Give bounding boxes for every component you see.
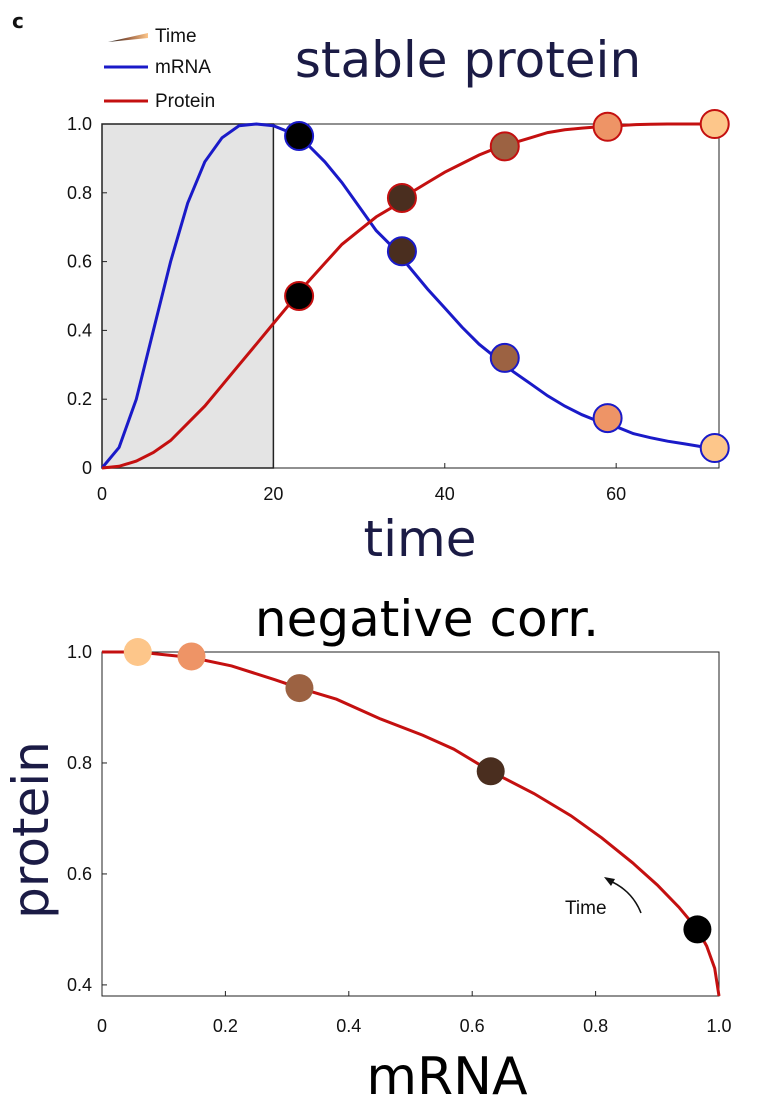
- time-annotation-text: Time: [565, 898, 607, 919]
- chart-top-x-axis: 0 20 40 60: [97, 463, 626, 504]
- chart-top-markers: [284, 109, 730, 464]
- marker-mrna: [489, 342, 520, 373]
- marker-protein: [386, 182, 417, 213]
- marker-mrna: [386, 236, 417, 267]
- chart-bottom-ylabel: protein: [2, 741, 60, 919]
- marker-point: [177, 642, 206, 671]
- chart-bottom-xlabel: mRNA: [366, 1047, 528, 1107]
- marker-protein: [489, 131, 520, 162]
- chart-bottom-y-axis: 0.4 0.6 0.8 1.0: [67, 642, 107, 995]
- marker-protein: [284, 281, 315, 311]
- x-tick-label: 0: [97, 1016, 107, 1036]
- marker-mrna: [699, 433, 730, 464]
- marker-protein: [699, 109, 730, 139]
- shaded-region: [101, 123, 275, 469]
- y-tick-label: 0: [82, 458, 92, 478]
- y-tick-label: 0.4: [67, 320, 92, 340]
- y-tick-label: 0.6: [67, 864, 92, 884]
- x-tick-label: 0.6: [460, 1016, 485, 1036]
- y-tick-label: 1.0: [67, 642, 92, 662]
- x-tick-label: 1.0: [706, 1016, 731, 1036]
- series-line-protein-vs-mrna: [102, 650, 721, 997]
- chart-top: stable protein Time mRNA Protein 0 0.2 0.4…: [67, 26, 730, 568]
- chart-top-legend: Time mRNA Protein: [104, 26, 215, 112]
- panel-label: c: [12, 9, 24, 33]
- time-arrow-head: [604, 877, 615, 886]
- x-tick-label: 0.4: [336, 1016, 361, 1036]
- x-tick-label: 40: [435, 484, 455, 504]
- marker-mrna: [592, 403, 623, 434]
- chart-bottom: negative corr. 0.40.60.81.0 0 0.2 0.4 0.6 0.…: [2, 590, 732, 1107]
- chart-bottom-markers: [123, 638, 712, 944]
- marker-protein: [592, 111, 623, 142]
- marker-mrna: [284, 121, 315, 152]
- marker-point: [683, 915, 712, 944]
- y-tick-label: 1.0: [67, 114, 92, 134]
- x-tick-label: 20: [263, 484, 283, 504]
- chart-top-title: stable protein: [295, 31, 641, 89]
- y-tick-label: 0.4: [67, 975, 92, 995]
- legend-entry-time: Time: [155, 26, 197, 47]
- x-tick-label: 60: [606, 484, 626, 504]
- y-tick-label: 0.6: [67, 252, 92, 272]
- legend-entry-protein: Protein: [155, 91, 215, 112]
- legend-time-swatch: [108, 33, 148, 42]
- y-tick-label: 0.8: [67, 183, 92, 203]
- x-tick-label: 0.2: [213, 1016, 238, 1036]
- time-annotation: Time: [565, 877, 642, 919]
- chart-top-y-axis: 0 0.2 0.4 0.6 0.8 1.0: [67, 114, 107, 478]
- marker-point: [476, 757, 505, 786]
- time-arrow: [607, 879, 642, 914]
- y-tick-label: 0.2: [67, 389, 92, 409]
- y-tick-label: 0.8: [67, 753, 92, 773]
- chart-bottom-x-axis: 0 0.2 0.4 0.6 0.8 1.0: [97, 991, 732, 1036]
- chart-top-xlabel: time: [364, 510, 477, 568]
- marker-point: [285, 674, 314, 703]
- x-tick-label: 0: [97, 484, 107, 504]
- chart-bottom-title: negative corr.: [255, 590, 599, 648]
- legend-entry-mrna: mRNA: [155, 57, 211, 78]
- chart-bottom-plot-area: [101, 651, 720, 997]
- x-tick-label: 0.8: [583, 1016, 608, 1036]
- marker-point: [123, 638, 152, 666]
